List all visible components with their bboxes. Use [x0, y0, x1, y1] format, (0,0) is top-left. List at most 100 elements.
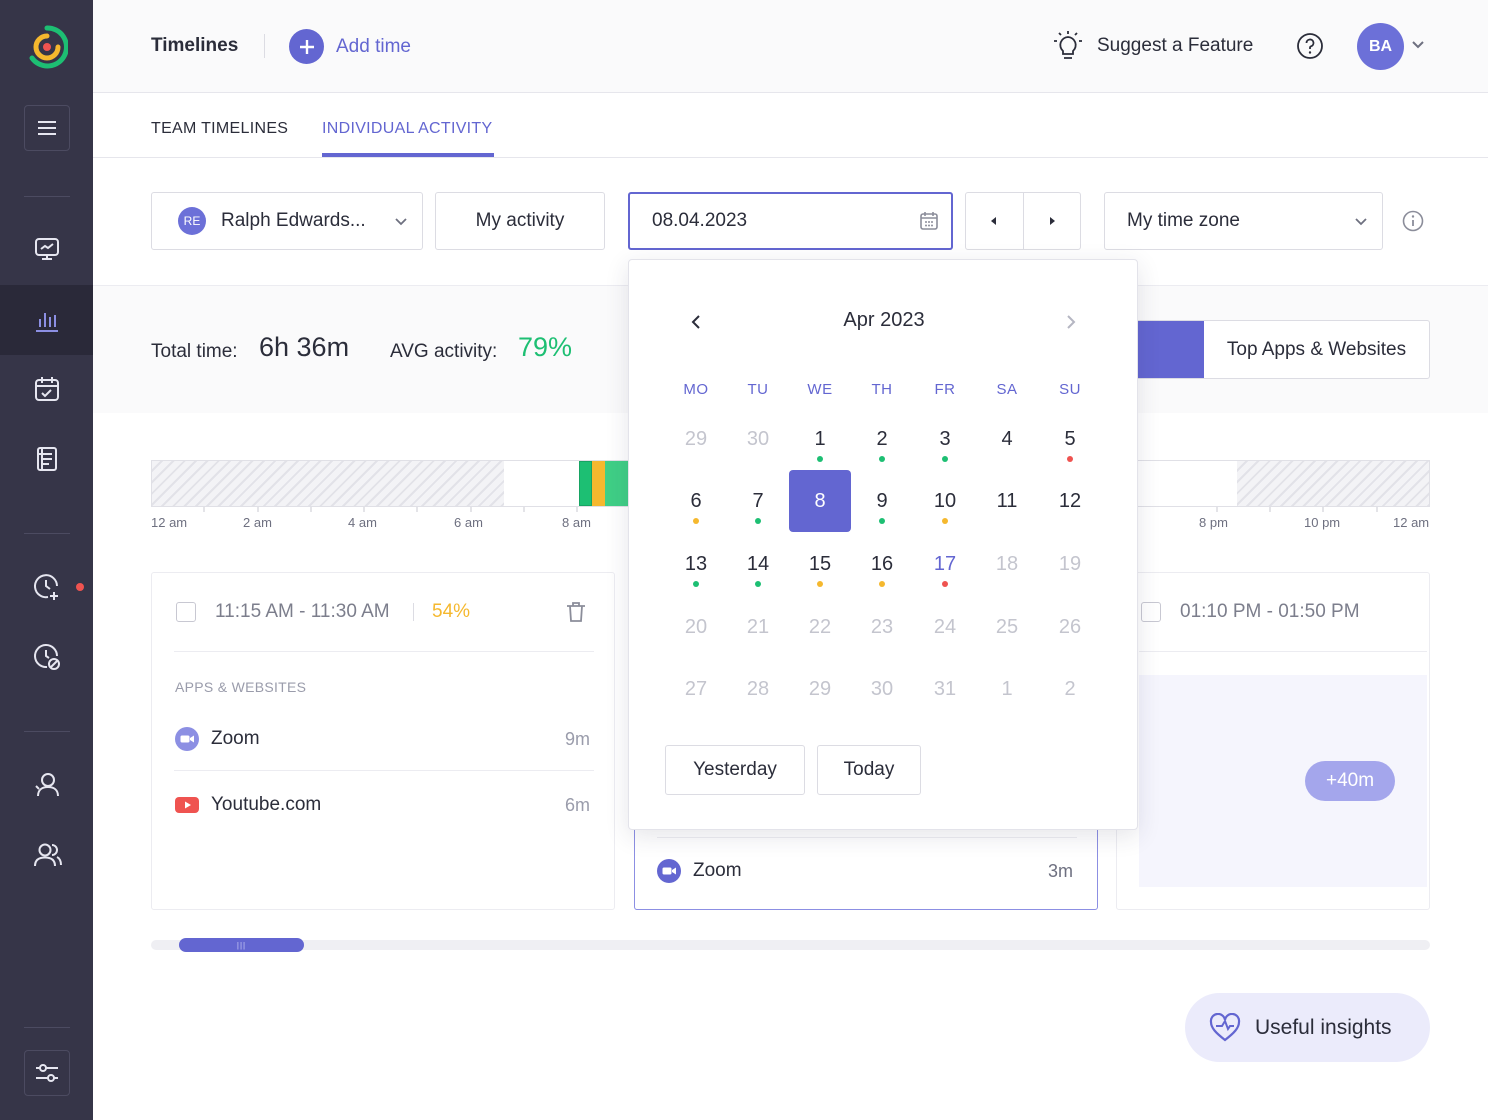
date-input[interactable]: 08.04.2023: [628, 192, 953, 250]
chevron-left-icon: [691, 315, 700, 329]
card-checkbox[interactable]: [176, 602, 196, 622]
horizontal-scrollbar[interactable]: |||: [151, 938, 1430, 952]
sidebar-divider: [24, 731, 70, 732]
calendar-day[interactable]: 13: [665, 533, 727, 595]
calendar-day[interactable]: 5: [1039, 408, 1101, 470]
calendar-day[interactable]: 3: [914, 408, 976, 470]
document-icon: [36, 447, 57, 471]
useful-insights-button[interactable]: Useful insights: [1185, 993, 1430, 1062]
sidebar-item-dashboard[interactable]: [0, 214, 93, 284]
user-badge: RE: [178, 207, 206, 235]
calendar-day-selected[interactable]: 8: [789, 470, 851, 532]
calendar-day[interactable]: 11: [976, 470, 1038, 532]
activity-dot: [942, 456, 948, 462]
user-select[interactable]: RE Ralph Edwards...: [151, 192, 423, 250]
suggest-feature-button[interactable]: Suggest a Feature: [1053, 30, 1253, 62]
calendar-day[interactable]: 9: [851, 470, 913, 532]
app-row[interactable]: Youtube.com: [175, 793, 321, 817]
tab-individual-activity[interactable]: INDIVIDUAL ACTIVITY: [322, 120, 493, 137]
timeline-tick-label: 8 am: [562, 515, 591, 530]
calendar-day[interactable]: 16: [851, 533, 913, 595]
next-day-button[interactable]: [1022, 193, 1080, 249]
more-time-badge[interactable]: +40m: [1305, 761, 1395, 801]
next-month-button[interactable]: [1061, 312, 1081, 332]
bar-chart-icon: [35, 313, 58, 332]
my-activity-button[interactable]: My activity: [435, 192, 605, 250]
calendar-day: 31: [914, 658, 976, 720]
calendar-day: 18: [976, 533, 1038, 595]
app-row[interactable]: Zoom: [657, 859, 742, 883]
calendar-day-number: 28: [746, 677, 770, 700]
calendar-day-number: 26: [1058, 615, 1082, 638]
sidebar-item-team[interactable]: [0, 820, 93, 890]
timeline-activity-block[interactable]: [592, 461, 605, 506]
today-button[interactable]: Today: [817, 745, 921, 795]
yesterday-button[interactable]: Yesterday: [665, 745, 805, 795]
chevron-down-icon[interactable]: [1411, 38, 1425, 52]
calendar-month-label: Apr 2023: [843, 309, 925, 331]
timeline-activity-block[interactable]: [579, 461, 592, 506]
sliders-icon: [36, 1064, 58, 1082]
sidebar-item-reports[interactable]: [0, 424, 93, 494]
activity-dot: [879, 518, 885, 524]
calendar-day[interactable]: 6: [665, 470, 727, 532]
chevron-down-icon: [1355, 218, 1367, 226]
calendar-day: 30: [727, 408, 789, 470]
calendar-day[interactable]: 14: [727, 533, 789, 595]
card-divider: [413, 603, 414, 621]
timeline-activity-block[interactable]: [605, 461, 629, 506]
sidebar-item-employee[interactable]: [0, 750, 93, 820]
help-icon[interactable]: [1296, 32, 1324, 60]
calendar-day[interactable]: 17: [914, 533, 976, 595]
timeline-offline-range: [152, 461, 504, 506]
view-option-top-apps[interactable]: Top Apps & Websites: [1226, 338, 1407, 360]
card-time-range: 11:15 AM - 11:30 AM: [215, 601, 390, 622]
date-picker-popup: Apr 2023 MO TU WE TH FR SA SU 29 30 1 2 3 4 5 6 7 8 9 10 11…: [628, 259, 1138, 830]
calendar-day: 25: [976, 596, 1038, 658]
timezone-select[interactable]: My time zone: [1104, 192, 1383, 250]
add-time-button[interactable]: Add time: [289, 29, 411, 64]
sidebar-divider: [24, 196, 70, 197]
tab-team-timelines[interactable]: TEAM TIMELINES: [151, 120, 289, 137]
calendar-icon[interactable]: [919, 211, 939, 231]
card-activity-percent: 54%: [432, 601, 471, 622]
calendar-day: 24: [914, 596, 976, 658]
timeline-tick-label: 2 am: [243, 515, 272, 530]
sidebar-item-calendar[interactable]: [0, 354, 93, 424]
calendar-day-number: 2: [1064, 677, 1076, 700]
scrollbar-thumb[interactable]: |||: [179, 938, 304, 952]
date-stepper: [965, 192, 1081, 250]
calendar-day[interactable]: 10: [914, 470, 976, 532]
hamburger-icon: [38, 121, 56, 135]
app-logo[interactable]: [26, 24, 69, 70]
calendar-day[interactable]: 1: [789, 408, 851, 470]
settings-button[interactable]: [24, 1050, 70, 1096]
calendar-day-number: 2: [876, 427, 888, 450]
sidebar-item-timelines[interactable]: [0, 285, 93, 355]
tab-bar: TEAM TIMELINES INDIVIDUAL ACTIVITY: [93, 94, 1488, 158]
info-icon[interactable]: [1402, 210, 1424, 232]
user-avatar[interactable]: BA: [1357, 23, 1404, 70]
calendar-day[interactable]: 7: [727, 470, 789, 532]
card-checkbox[interactable]: [1141, 602, 1161, 622]
header-divider: [264, 34, 265, 58]
weekday-header: TH: [871, 381, 893, 398]
calendar-day: 1: [976, 658, 1038, 720]
card-divider: [657, 837, 1077, 838]
prev-month-button[interactable]: [686, 312, 706, 332]
menu-button[interactable]: [24, 105, 70, 151]
calendar-day[interactable]: 15: [789, 533, 851, 595]
app-row[interactable]: Zoom: [175, 727, 260, 751]
triangle-right-icon: [1049, 217, 1055, 225]
sidebar-item-add-time[interactable]: [0, 552, 93, 622]
trash-icon[interactable]: [566, 601, 586, 623]
view-toggle: Top Apps & Websites: [1123, 320, 1430, 379]
prev-day-button[interactable]: [966, 193, 1023, 249]
calendar-day[interactable]: 12: [1039, 470, 1101, 532]
activity-dot: [942, 518, 948, 524]
timeline-tick-label: 10 pm: [1304, 515, 1341, 530]
calendar-day[interactable]: 4: [976, 408, 1038, 470]
sidebar-item-time-off[interactable]: [0, 622, 93, 692]
calendar-day[interactable]: 2: [851, 408, 913, 470]
app-name: Zoom: [693, 860, 742, 881]
